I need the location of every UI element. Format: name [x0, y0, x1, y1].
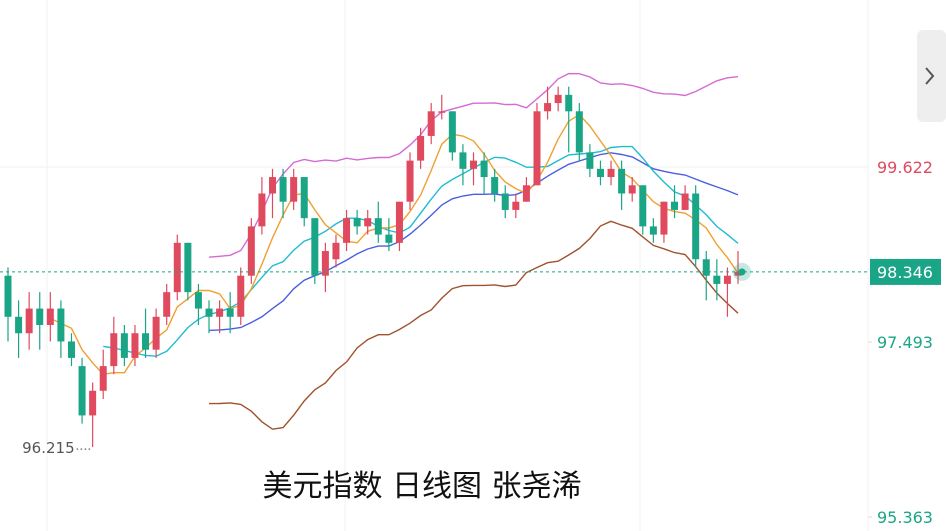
- candle-body: [427, 111, 435, 136]
- candle-body: [78, 366, 86, 416]
- boll-lower: [208, 220, 739, 430]
- candle-body: [353, 218, 361, 227]
- candle-body: [321, 251, 329, 276]
- candle-body: [660, 201, 668, 235]
- candle-body: [67, 341, 75, 358]
- candle-body: [173, 242, 181, 293]
- candle-body: [247, 226, 255, 276]
- candle-body: [374, 218, 382, 235]
- candle-body: [639, 185, 647, 227]
- candle-body: [89, 390, 97, 416]
- candle-body: [120, 333, 128, 358]
- candle-body: [194, 292, 202, 309]
- candle-body: [533, 111, 541, 186]
- candle-body: [364, 218, 372, 227]
- candle-body: [343, 218, 351, 243]
- candle-body: [596, 168, 604, 178]
- candle-body: [311, 218, 319, 276]
- last-price-label: 98.346: [877, 263, 933, 282]
- candle-body: [618, 168, 626, 194]
- candle-body: [565, 94, 573, 112]
- boll-upper: [208, 72, 739, 258]
- candle-body: [4, 275, 12, 317]
- candle-body: [152, 316, 160, 350]
- candle-body: [163, 292, 171, 317]
- candle-body: [713, 275, 721, 284]
- candle-body: [575, 111, 583, 153]
- side-panel-toggle[interactable]: [917, 30, 946, 122]
- candle-body: [279, 177, 287, 202]
- candle-body: [501, 193, 509, 210]
- low-label: 96.215: [22, 439, 75, 457]
- candle-body: [692, 193, 700, 260]
- candle-body: [459, 152, 467, 169]
- last-price-box: [870, 258, 941, 285]
- chevron-icon: [925, 67, 935, 85]
- candle-body: [544, 103, 552, 112]
- y-tick-label: 95.363: [877, 508, 933, 527]
- candle-body: [681, 193, 689, 210]
- candle-body: [702, 259, 710, 276]
- candle-body: [300, 177, 308, 219]
- candle-body: [205, 308, 213, 317]
- candle-body: [332, 242, 340, 260]
- candle-body: [237, 275, 245, 317]
- candle-body: [131, 333, 139, 358]
- chart-title: 美元指数 日线图 张尧浠: [262, 469, 581, 504]
- candle-body: [57, 308, 65, 342]
- candle-body: [628, 185, 636, 194]
- candle-body: [46, 308, 54, 326]
- candle-body: [470, 160, 478, 169]
- candle-body: [142, 333, 150, 350]
- candle-body: [491, 177, 499, 194]
- candle-body: [448, 111, 456, 153]
- candle-body: [36, 308, 44, 326]
- candle-body: [406, 160, 414, 202]
- candle-body: [290, 177, 298, 202]
- candle-body: [586, 152, 594, 169]
- last-price-dot: [738, 268, 746, 276]
- candle-body: [438, 111, 446, 113]
- y-tick-label: 97.493: [877, 333, 933, 352]
- candle-body: [480, 160, 488, 178]
- candle-body: [110, 333, 118, 367]
- candle-body: [734, 271, 742, 276]
- candle-body: [385, 234, 393, 243]
- candle-body: [554, 94, 562, 104]
- candle-body: [522, 185, 530, 202]
- candle-body: [216, 308, 224, 317]
- candle-body: [25, 308, 33, 334]
- candle-body: [226, 308, 234, 317]
- candle-body: [395, 201, 403, 243]
- candle-body: [723, 275, 731, 284]
- candle-body: [268, 177, 276, 194]
- candle-body: [417, 135, 425, 161]
- y-tick-label: 99.622: [877, 158, 933, 177]
- candle-body: [607, 168, 615, 178]
- candle-body: [649, 226, 657, 235]
- candle-body: [258, 193, 266, 227]
- candle-body: [671, 201, 679, 210]
- candle-body: [512, 201, 520, 210]
- candle-body: [99, 366, 107, 391]
- candle-body: [15, 316, 23, 334]
- candle-body: [184, 242, 192, 293]
